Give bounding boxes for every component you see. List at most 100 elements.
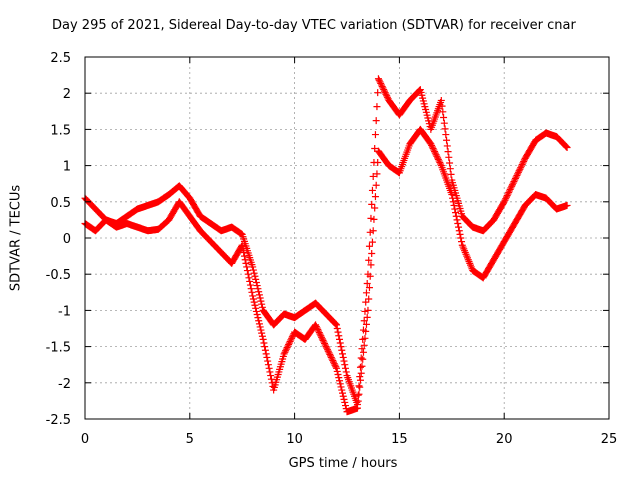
data-point: [562, 142, 570, 150]
data-point: [514, 168, 522, 176]
data-point: [240, 252, 248, 260]
data-point: [359, 348, 367, 356]
y-axis-label: SDTVAR / TECUs: [8, 184, 24, 292]
data-point: [360, 317, 368, 325]
data-point: [330, 360, 338, 368]
data-point: [451, 205, 459, 213]
data-point: [313, 324, 321, 332]
data-point: [434, 155, 442, 163]
data-point: [457, 234, 465, 242]
data-point: [505, 188, 513, 196]
data-point: [362, 327, 370, 335]
data-point: [365, 242, 373, 250]
data-point: [332, 363, 340, 371]
y-tick-label: 0.5: [50, 196, 71, 211]
data-point: [431, 149, 439, 157]
data-point: [438, 102, 446, 110]
data-point: [282, 345, 290, 353]
data-point: [518, 161, 526, 169]
data-point: [381, 89, 389, 97]
data-point: [508, 182, 516, 190]
data-point: [505, 187, 513, 195]
data-point: [356, 363, 364, 371]
data-point: [363, 313, 371, 321]
data-point: [458, 238, 466, 246]
data-point: [511, 175, 519, 183]
data-point: [342, 402, 350, 410]
data-point: [241, 256, 249, 264]
data-point: [312, 321, 320, 329]
data-point: [323, 344, 331, 352]
data-point: [373, 103, 381, 111]
data-point: [450, 201, 458, 209]
data-point: [340, 357, 348, 365]
data-point: [317, 332, 325, 340]
data-point: [456, 230, 464, 238]
data-point: [362, 320, 370, 328]
data-point: [371, 131, 379, 139]
data-point: [325, 349, 333, 357]
data-point: [258, 329, 266, 337]
data-point: [443, 142, 451, 150]
data-point: [373, 170, 381, 178]
data-point: [507, 184, 515, 192]
data-point: [255, 317, 263, 325]
data-point: [337, 343, 345, 351]
data-point: [287, 336, 295, 344]
data-point: [331, 361, 339, 369]
data-point: [341, 361, 349, 369]
data-point: [372, 117, 380, 125]
data-point: [319, 336, 327, 344]
data-point: [337, 383, 345, 391]
data-point: [339, 350, 347, 358]
data-point: [437, 96, 445, 104]
data-point: [324, 346, 332, 354]
data-point: [261, 343, 269, 351]
data-point: [264, 357, 272, 365]
data-point: [354, 391, 362, 399]
data-point: [447, 170, 455, 178]
data-point: [355, 382, 363, 390]
data-point: [267, 372, 275, 380]
data-point: [255, 291, 263, 299]
data-point: [455, 227, 463, 235]
data-point: [361, 307, 369, 315]
data-point: [238, 241, 246, 249]
data-point: [354, 397, 362, 405]
data-point: [281, 348, 289, 356]
data-point: [562, 143, 570, 151]
data-point: [256, 323, 264, 331]
data-point: [374, 75, 382, 83]
data-point: [318, 333, 326, 341]
data-point: [358, 362, 366, 370]
data-point: [250, 298, 258, 306]
data-point: [446, 165, 454, 173]
data-point: [428, 143, 436, 151]
data-point: [359, 355, 367, 363]
data-point: [512, 173, 520, 181]
data-point: [444, 148, 452, 156]
y-tick-label: -2: [58, 377, 71, 392]
data-point: [251, 301, 259, 309]
data-point: [239, 245, 247, 253]
data-point: [342, 364, 350, 372]
data-point: [339, 389, 347, 397]
data-point: [263, 353, 271, 361]
data-point: [249, 295, 257, 303]
data-point: [342, 368, 350, 376]
data-point: [363, 280, 371, 288]
data-point: [334, 328, 342, 336]
data-point: [375, 76, 383, 84]
data-point: [315, 329, 323, 337]
data-point: [255, 288, 263, 296]
data-point: [372, 181, 380, 189]
data-point: [514, 170, 522, 178]
data-point: [439, 108, 447, 116]
data-point: [257, 326, 265, 334]
data-point: [371, 204, 379, 212]
data-point: [433, 152, 441, 160]
data-point: [336, 377, 344, 385]
data-point: [455, 223, 463, 231]
y-tick-label: 1.5: [50, 123, 71, 138]
x-tick-label: 5: [186, 432, 194, 447]
